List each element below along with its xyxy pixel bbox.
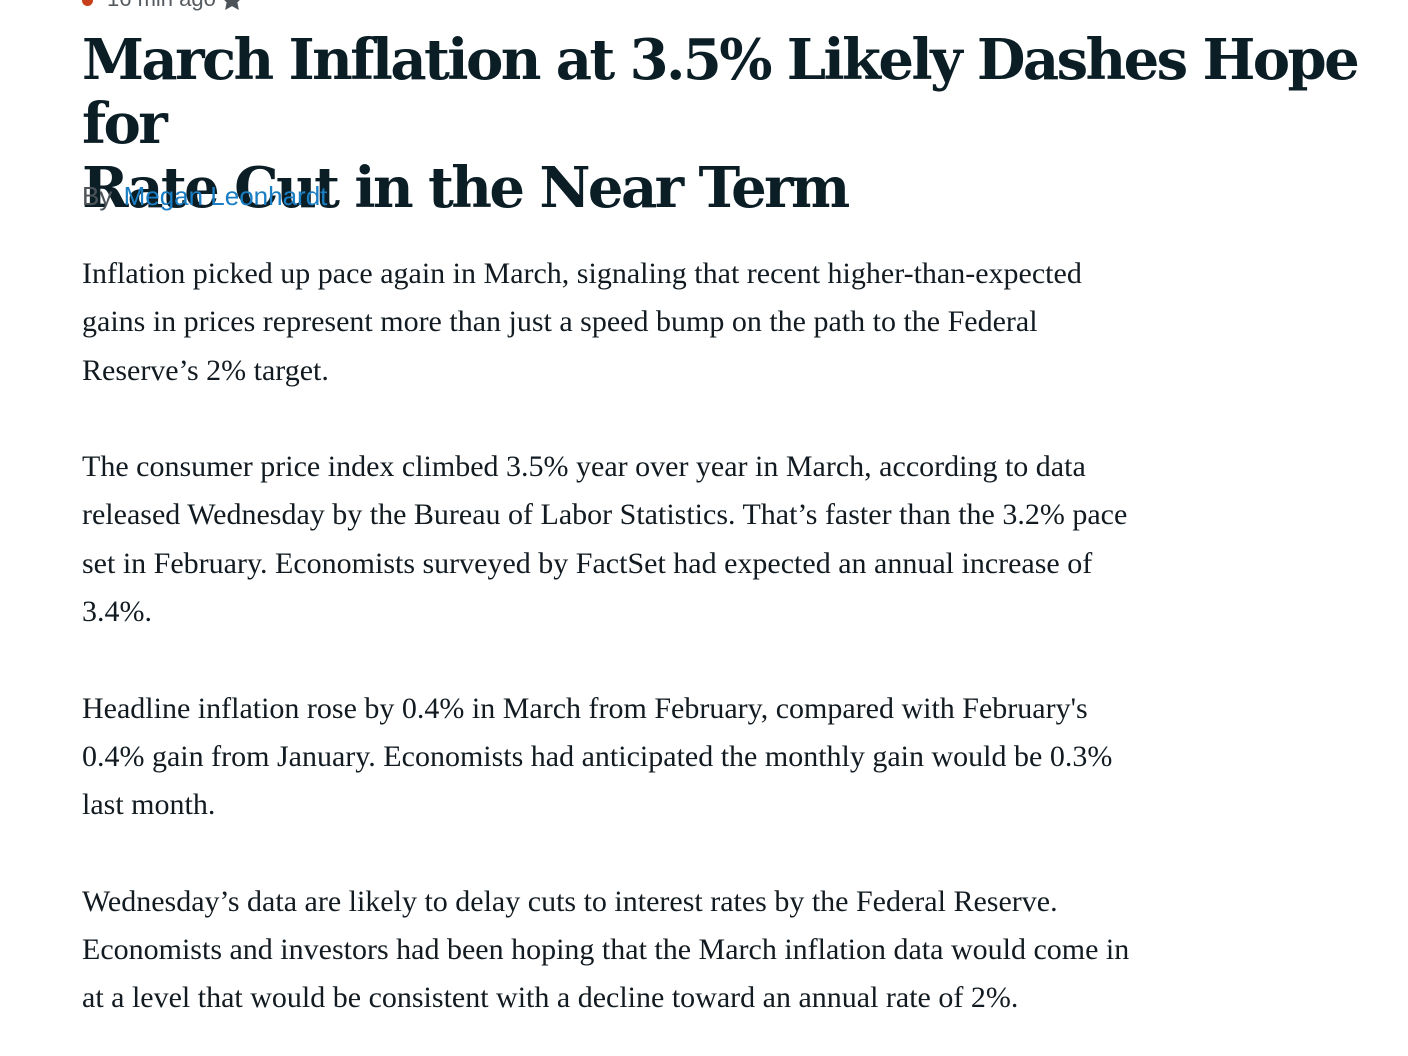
byline-prefix: By <box>82 181 113 211</box>
article-paragraph: Inflation picked up pace again in March,… <box>82 257 1082 387</box>
article-body: Inflation picked up pace again in March,… <box>82 250 1332 1056</box>
article-paragraph: Wednesday’s data are likely to delay cut… <box>82 884 1130 1015</box>
headline-text: March Inflation at 3.5% Likely Dashes Ho… <box>82 27 1360 221</box>
author-link[interactable]: Megan Leonhardt <box>123 181 328 211</box>
article-meta: 16 min ago <box>82 0 246 12</box>
timestamp: 16 min ago <box>107 0 216 12</box>
byline: By Megan Leonhardt <box>82 180 327 212</box>
article-paragraph: The consumer price index climbed 3.5% ye… <box>82 450 1128 629</box>
article-headline: March Inflation at 3.5% Likely Dashes Ho… <box>82 28 1362 220</box>
article-paragraph: Headline inflation rose by 0.4% in March… <box>82 691 1113 822</box>
live-dot-icon <box>82 0 93 6</box>
star-icon[interactable] <box>218 0 246 14</box>
